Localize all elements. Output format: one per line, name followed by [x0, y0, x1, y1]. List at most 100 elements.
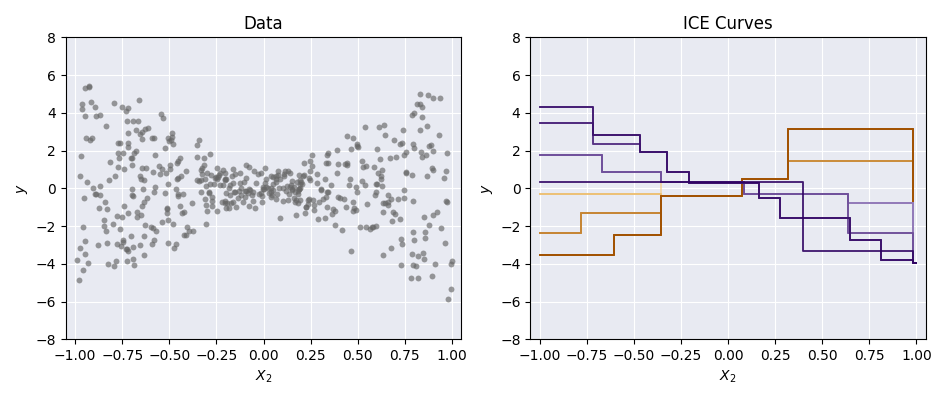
Point	[276, 197, 291, 204]
Point	[190, 154, 205, 160]
Point	[157, 190, 172, 196]
Point	[284, 186, 299, 192]
Point	[445, 258, 460, 264]
Point	[393, 216, 408, 222]
Point	[306, 197, 321, 204]
Point	[73, 245, 88, 252]
Point	[358, 162, 373, 169]
Point	[282, 170, 297, 176]
Point	[165, 220, 180, 227]
Point	[144, 240, 160, 247]
Point	[318, 194, 333, 200]
Point	[258, 180, 273, 186]
Point	[132, 241, 147, 248]
Y-axis label: $y$: $y$	[480, 183, 495, 194]
Point	[202, 189, 217, 196]
Point	[222, 191, 237, 198]
Point	[287, 189, 302, 195]
Point	[196, 155, 211, 162]
Point	[377, 200, 392, 206]
Point	[352, 224, 367, 230]
Point	[292, 172, 307, 178]
Point	[439, 198, 454, 204]
Point	[427, 261, 442, 268]
Point	[162, 166, 177, 172]
Point	[110, 150, 126, 156]
Point	[344, 248, 359, 254]
Point	[295, 181, 310, 187]
Point	[120, 140, 135, 146]
Point	[413, 101, 428, 108]
Point	[410, 274, 425, 281]
Point	[300, 201, 315, 208]
Point	[146, 189, 161, 196]
Point	[380, 192, 396, 198]
Point	[159, 205, 174, 212]
Point	[259, 184, 274, 190]
Point	[232, 170, 247, 176]
Point	[96, 223, 111, 229]
Point	[192, 137, 207, 144]
Point	[121, 210, 136, 216]
Point	[409, 262, 424, 269]
Point	[389, 154, 404, 160]
Point	[387, 137, 402, 143]
Point	[226, 166, 241, 173]
Point	[355, 158, 370, 164]
Point	[177, 209, 192, 216]
Point	[136, 199, 151, 205]
Point	[404, 172, 419, 178]
Point	[105, 221, 120, 228]
Point	[112, 140, 127, 146]
Point	[430, 208, 445, 215]
Point	[205, 203, 220, 209]
Point	[87, 191, 102, 198]
Point	[76, 194, 92, 201]
Point	[254, 199, 269, 206]
Point	[120, 144, 135, 150]
Point	[320, 152, 335, 158]
Point	[126, 150, 142, 156]
Point	[360, 201, 375, 207]
Point	[148, 228, 163, 234]
Point	[426, 167, 441, 173]
Point	[102, 159, 117, 165]
Point	[219, 205, 234, 211]
Point	[319, 203, 334, 210]
Point	[278, 168, 293, 174]
Point	[238, 162, 253, 168]
Point	[299, 204, 314, 210]
Point	[119, 245, 134, 252]
Point	[126, 244, 141, 250]
Point	[433, 225, 448, 231]
Point	[112, 226, 127, 232]
Point	[217, 200, 232, 207]
Point	[256, 184, 271, 190]
Point	[118, 246, 133, 252]
Point	[220, 200, 235, 206]
Point	[394, 241, 409, 247]
Point	[269, 196, 284, 203]
Point	[431, 132, 447, 138]
Point	[78, 135, 93, 142]
Point	[241, 189, 256, 196]
Point	[426, 148, 441, 154]
Point	[160, 181, 176, 187]
Point	[110, 241, 125, 248]
Point	[173, 203, 188, 209]
Point	[349, 141, 364, 148]
Point	[233, 192, 248, 198]
Point	[132, 173, 147, 180]
Point	[311, 199, 326, 205]
Point	[309, 180, 324, 186]
Point	[419, 123, 434, 129]
Point	[242, 203, 257, 209]
Point	[367, 163, 382, 170]
Point	[348, 184, 363, 190]
Point	[75, 106, 90, 112]
Point	[394, 262, 409, 269]
Point	[119, 118, 134, 124]
Point	[253, 190, 268, 196]
Point	[346, 199, 361, 205]
Point	[263, 173, 278, 180]
